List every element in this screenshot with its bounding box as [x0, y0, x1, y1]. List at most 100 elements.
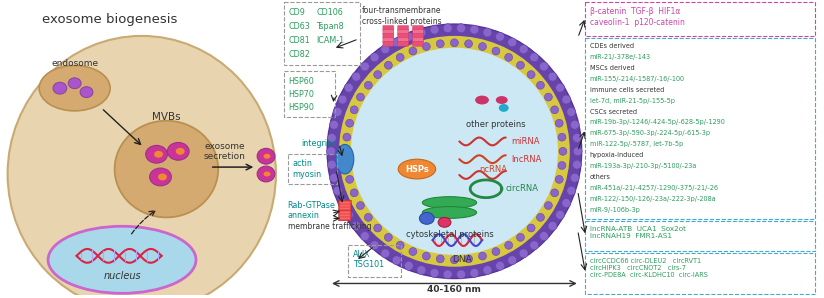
- Ellipse shape: [505, 53, 513, 61]
- Text: CD106: CD106: [316, 8, 343, 17]
- Ellipse shape: [573, 160, 582, 169]
- Ellipse shape: [385, 61, 392, 69]
- Text: CD9: CD9: [288, 8, 306, 17]
- Text: integrins: integrins: [302, 139, 337, 148]
- Ellipse shape: [364, 81, 372, 89]
- Ellipse shape: [396, 53, 404, 61]
- FancyBboxPatch shape: [398, 41, 409, 46]
- Ellipse shape: [530, 241, 539, 250]
- Ellipse shape: [327, 134, 336, 142]
- Ellipse shape: [343, 133, 351, 141]
- Ellipse shape: [451, 256, 458, 264]
- Text: endosome: endosome: [51, 60, 98, 69]
- Ellipse shape: [436, 40, 444, 48]
- Text: MVBs: MVBs: [152, 112, 180, 122]
- Ellipse shape: [409, 47, 417, 55]
- Ellipse shape: [536, 213, 545, 221]
- Ellipse shape: [350, 189, 358, 197]
- Text: CD82: CD82: [288, 50, 311, 59]
- Ellipse shape: [381, 249, 390, 258]
- Text: four-transmembrane
cross-linked proteins: four-transmembrane cross-linked proteins: [362, 6, 442, 26]
- Ellipse shape: [344, 83, 353, 92]
- FancyBboxPatch shape: [340, 215, 350, 216]
- Ellipse shape: [496, 96, 508, 104]
- Ellipse shape: [456, 270, 466, 279]
- Text: CSCs secreted: CSCs secreted: [589, 108, 637, 114]
- Text: HSP90: HSP90: [288, 103, 315, 112]
- Ellipse shape: [438, 218, 451, 227]
- Ellipse shape: [330, 173, 339, 182]
- Ellipse shape: [558, 133, 566, 141]
- Ellipse shape: [385, 233, 392, 241]
- Ellipse shape: [492, 47, 500, 55]
- Text: miR-21/-378e/-143: miR-21/-378e/-143: [589, 54, 651, 60]
- Ellipse shape: [327, 24, 582, 279]
- FancyBboxPatch shape: [413, 26, 424, 30]
- Ellipse shape: [398, 159, 436, 179]
- Ellipse shape: [479, 43, 486, 50]
- Ellipse shape: [475, 96, 489, 105]
- Text: immune cells secreted: immune cells secreted: [589, 87, 664, 93]
- Text: membrane trafficking: membrane trafficking: [288, 222, 372, 231]
- Ellipse shape: [573, 134, 582, 142]
- Ellipse shape: [430, 25, 439, 34]
- Text: cytoskeletal proteins: cytoskeletal proteins: [405, 230, 494, 239]
- Text: CDEs derived: CDEs derived: [589, 43, 634, 49]
- Text: exosome
secretion: exosome secretion: [204, 142, 246, 161]
- Ellipse shape: [530, 53, 539, 62]
- Ellipse shape: [430, 268, 439, 277]
- FancyBboxPatch shape: [340, 202, 350, 204]
- Text: actin
myosin: actin myosin: [293, 159, 322, 179]
- FancyBboxPatch shape: [413, 37, 424, 42]
- Text: let-7d, miR-21-5p/-155-5p: let-7d, miR-21-5p/-155-5p: [589, 97, 675, 103]
- Ellipse shape: [396, 241, 404, 249]
- Text: Rab-GTPase
annexin: Rab-GTPase annexin: [288, 201, 335, 220]
- Text: miR-675-3p/-590-3p/-224-5p/-615-3p: miR-675-3p/-590-3p/-224-5p/-615-3p: [589, 131, 710, 136]
- Ellipse shape: [574, 147, 582, 156]
- Ellipse shape: [374, 71, 382, 79]
- Ellipse shape: [483, 28, 492, 37]
- Ellipse shape: [370, 53, 379, 62]
- Text: circRNA: circRNA: [506, 184, 539, 193]
- Ellipse shape: [451, 39, 458, 47]
- FancyBboxPatch shape: [339, 200, 351, 211]
- Ellipse shape: [333, 108, 342, 117]
- Ellipse shape: [545, 93, 552, 101]
- Ellipse shape: [423, 197, 476, 209]
- Text: exosome biogenesis: exosome biogenesis: [41, 13, 177, 26]
- Ellipse shape: [465, 40, 472, 48]
- Ellipse shape: [536, 81, 545, 89]
- Ellipse shape: [419, 212, 434, 224]
- Ellipse shape: [338, 199, 347, 207]
- Text: ncRNA: ncRNA: [479, 164, 507, 173]
- Ellipse shape: [417, 28, 426, 37]
- Ellipse shape: [343, 162, 351, 170]
- Ellipse shape: [352, 221, 361, 230]
- FancyBboxPatch shape: [383, 41, 394, 46]
- Text: other proteins: other proteins: [466, 120, 526, 129]
- Ellipse shape: [374, 224, 382, 232]
- Text: miR-19b-3p/-1246/-424-5p/-628-5p/-1290: miR-19b-3p/-1246/-424-5p/-628-5p/-1290: [589, 119, 725, 125]
- Ellipse shape: [360, 232, 369, 240]
- Ellipse shape: [555, 119, 563, 127]
- Ellipse shape: [423, 207, 476, 218]
- Text: miR-122-5p/-5787, let-7b-5p: miR-122-5p/-5787, let-7b-5p: [589, 141, 683, 147]
- Ellipse shape: [333, 186, 342, 195]
- Ellipse shape: [68, 78, 81, 89]
- Ellipse shape: [443, 270, 452, 279]
- Ellipse shape: [357, 93, 364, 101]
- FancyBboxPatch shape: [383, 30, 394, 35]
- Ellipse shape: [423, 43, 430, 50]
- Ellipse shape: [264, 154, 270, 159]
- Text: HSPs: HSPs: [405, 164, 428, 173]
- Text: HSP60: HSP60: [288, 77, 315, 86]
- Text: β-catenin  TGF-β  HIF1α
caveolin-1  p120-catenin: β-catenin TGF-β HIF1α caveolin-1 p120-ca…: [589, 7, 685, 27]
- Ellipse shape: [505, 241, 513, 249]
- Ellipse shape: [495, 32, 504, 41]
- Ellipse shape: [548, 72, 557, 81]
- Ellipse shape: [405, 261, 413, 270]
- Text: nucleus: nucleus: [103, 271, 141, 281]
- FancyBboxPatch shape: [413, 41, 424, 46]
- FancyBboxPatch shape: [340, 218, 350, 219]
- Ellipse shape: [48, 226, 196, 293]
